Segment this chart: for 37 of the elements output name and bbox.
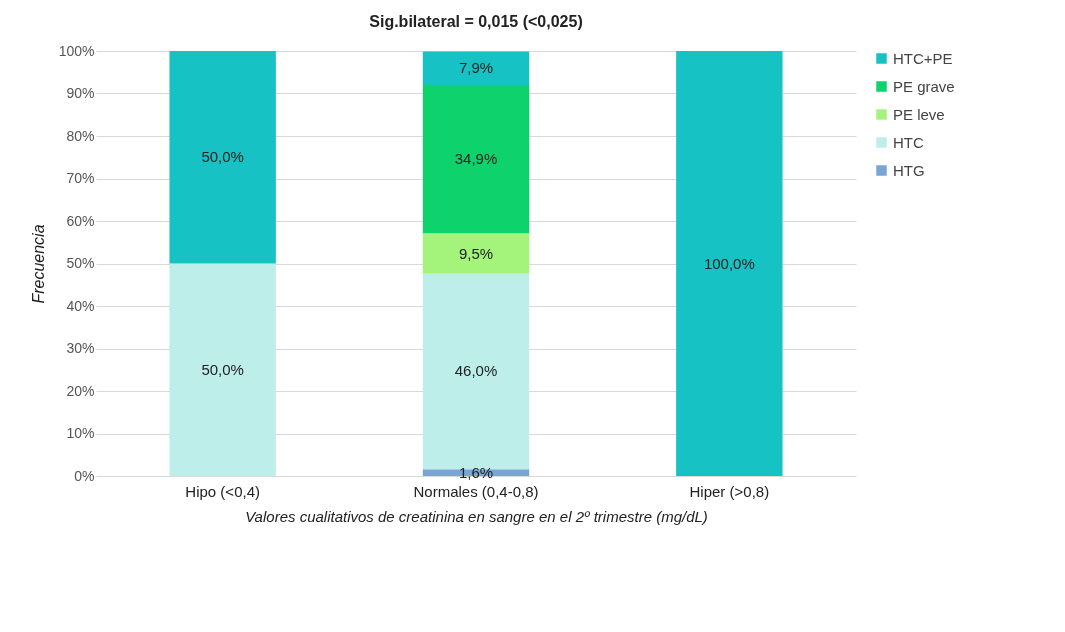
- x-tick-label: Hipo (<0,4): [185, 482, 260, 500]
- y-tick-label: 90%: [66, 85, 95, 101]
- y-tick-label: 20%: [66, 382, 95, 399]
- y-tick-label: 0%: [74, 467, 95, 484]
- legend-label: PE grave: [893, 77, 955, 95]
- y-tick-label: 30%: [66, 340, 95, 356]
- x-tick-label: Hiper (>0,8): [689, 482, 770, 500]
- data-label: 7,9%: [458, 59, 494, 77]
- y-tick-label: 40%: [66, 297, 95, 314]
- y-tick-label: 70%: [66, 170, 95, 186]
- chart-title: Sig.bilateral = 0,015 (<0,025): [369, 13, 583, 30]
- bar: [422, 233, 530, 274]
- data-label: 1,6%: [458, 463, 494, 481]
- legend-label: PE leve: [893, 105, 945, 123]
- legend-label: HTC+PE: [893, 49, 953, 67]
- data-label: 50,0%: [201, 148, 244, 166]
- bar: [422, 273, 530, 470]
- bar: [676, 51, 783, 476]
- bar: [169, 263, 276, 476]
- data-label: 100,0%: [703, 254, 755, 272]
- data-label: 50,0%: [201, 360, 244, 378]
- x-axis-title: Valores cualitativos de creatinina en sangre en el 2º trimestre (mg/dL): [245, 507, 708, 525]
- y-axis-title: Frecuencia: [29, 224, 47, 304]
- x-tick-label: Normales (0,4-0,8): [413, 482, 539, 500]
- y-tick-label: 50%: [66, 255, 95, 271]
- legend-label: HTC: [893, 133, 924, 151]
- y-tick-label: 100%: [58, 42, 95, 59]
- bar: [422, 85, 530, 234]
- y-tick-label: 80%: [66, 127, 95, 144]
- legend-label: HTG: [893, 161, 925, 179]
- bar: [422, 51, 530, 85]
- data-label: 34,9%: [454, 150, 498, 168]
- y-tick-label: 10%: [66, 425, 95, 441]
- bar: [169, 51, 276, 264]
- data-label: 9,5%: [458, 244, 494, 262]
- y-tick-label: 60%: [66, 212, 95, 229]
- data-label: 46,0%: [454, 362, 498, 380]
